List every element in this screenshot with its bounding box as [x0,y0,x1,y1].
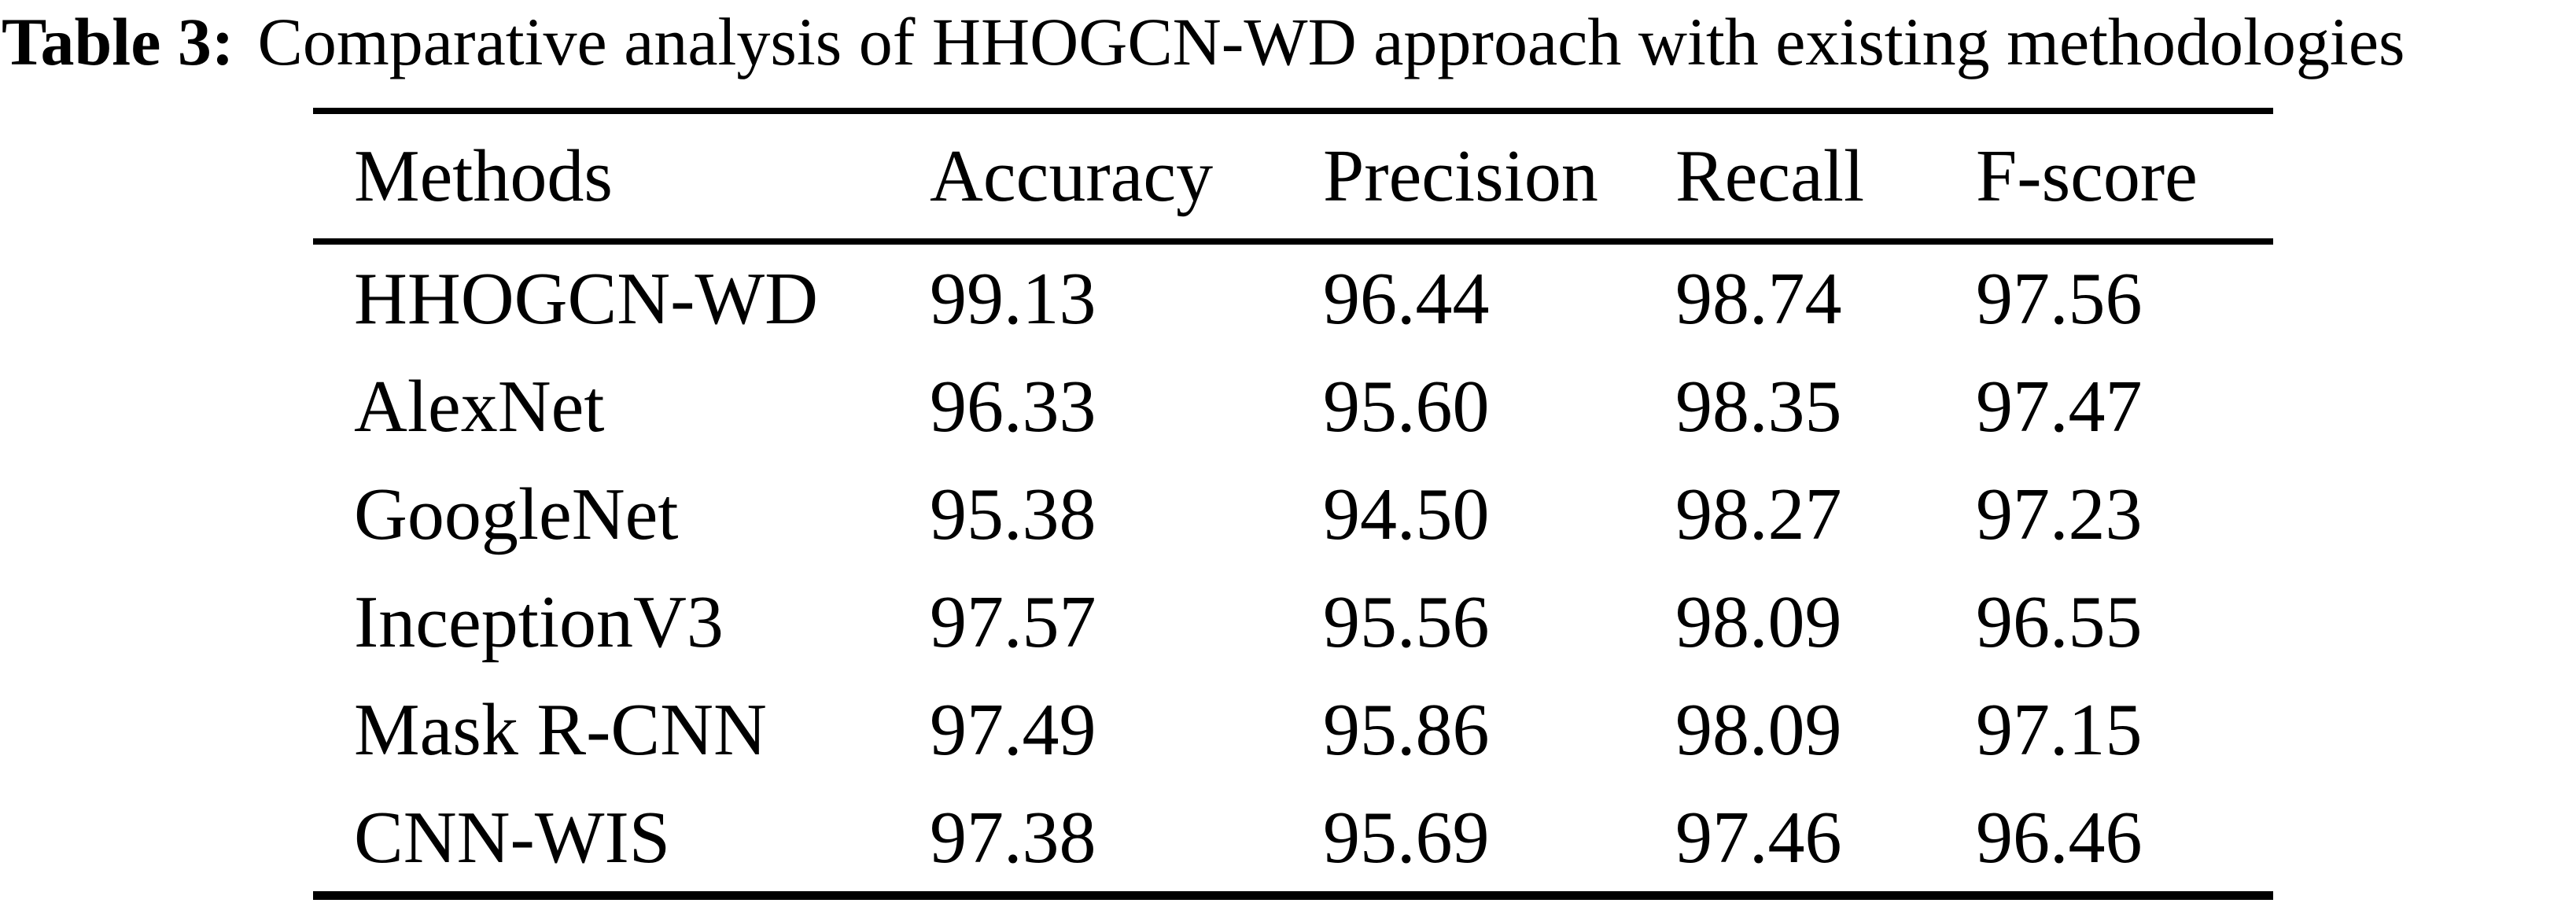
col-header-fscore: F-score [1976,111,2273,245]
cell-accuracy: 99.13 [930,257,1096,340]
cell-method: InceptionV3 [354,580,724,663]
cell-fscore: 97.15 [1976,688,2143,771]
cell-recall: 98.09 [1675,580,1842,663]
cell-accuracy: 97.38 [930,796,1096,879]
cell-fscore: 97.23 [1976,473,2143,555]
table-row: AlexNet 96.33 95.60 98.35 97.47 [313,352,2273,460]
cell-precision: 95.60 [1323,365,1490,448]
results-table: Methods Accuracy Precision Recall F-scor… [313,108,2273,900]
table-row: InceptionV3 97.57 95.56 98.09 96.55 [313,568,2273,676]
cell-accuracy: 97.49 [930,688,1096,771]
cell-method: CNN-WIS [354,796,671,879]
header-row: Methods Accuracy Precision Recall F-scor… [313,111,2273,245]
table-row: HHOGCN-WD 99.13 96.44 98.74 97.56 [313,241,2273,352]
cell-method: GoogleNet [354,473,679,555]
cell-method: Mask R-CNN [354,688,767,771]
table-row: Mask R-CNN 97.49 95.86 98.09 97.15 [313,676,2273,783]
table-caption-text: Comparative analysis of HHOGCN-WD approa… [257,4,2405,79]
results-table-body: HHOGCN-WD 99.13 96.44 98.74 97.56 AlexNe… [313,241,2273,896]
cell-precision: 95.69 [1323,796,1490,879]
col-header-accuracy: Accuracy [930,111,1323,245]
cell-accuracy: 96.33 [930,365,1096,448]
cell-recall: 98.35 [1675,365,1842,448]
table-caption: Table 3: Comparative analysis of HHOGCN-W… [2,0,2405,85]
table-row: GoogleNet 95.38 94.50 98.27 97.23 [313,460,2273,568]
col-header-recall: Recall [1675,111,1976,245]
cell-fscore: 96.46 [1976,796,2143,879]
cell-precision: 94.50 [1323,473,1490,555]
results-table-wrap: Methods Accuracy Precision Recall F-scor… [313,108,2273,900]
table-caption-label: Table 3: [2,4,234,79]
cell-accuracy: 95.38 [930,473,1096,555]
cell-fscore: 96.55 [1976,580,2143,663]
cell-precision: 96.44 [1323,257,1490,340]
cell-precision: 95.86 [1323,688,1490,771]
cell-recall: 98.74 [1675,257,1842,340]
col-header-methods: Methods [313,111,930,245]
cell-precision: 95.56 [1323,580,1490,663]
table-row: CNN-WIS 97.38 95.69 97.46 96.46 [313,783,2273,896]
cell-method: HHOGCN-WD [354,257,819,340]
cell-accuracy: 97.57 [930,580,1096,663]
cell-recall: 98.27 [1675,473,1842,555]
cell-method: AlexNet [354,365,605,448]
cell-fscore: 97.47 [1976,365,2143,448]
cell-recall: 98.09 [1675,688,1842,771]
results-table-header: Methods Accuracy Precision Recall F-scor… [313,111,2273,245]
cell-recall: 97.46 [1675,796,1842,879]
col-header-precision: Precision [1323,111,1675,245]
cell-fscore: 97.56 [1976,257,2143,340]
